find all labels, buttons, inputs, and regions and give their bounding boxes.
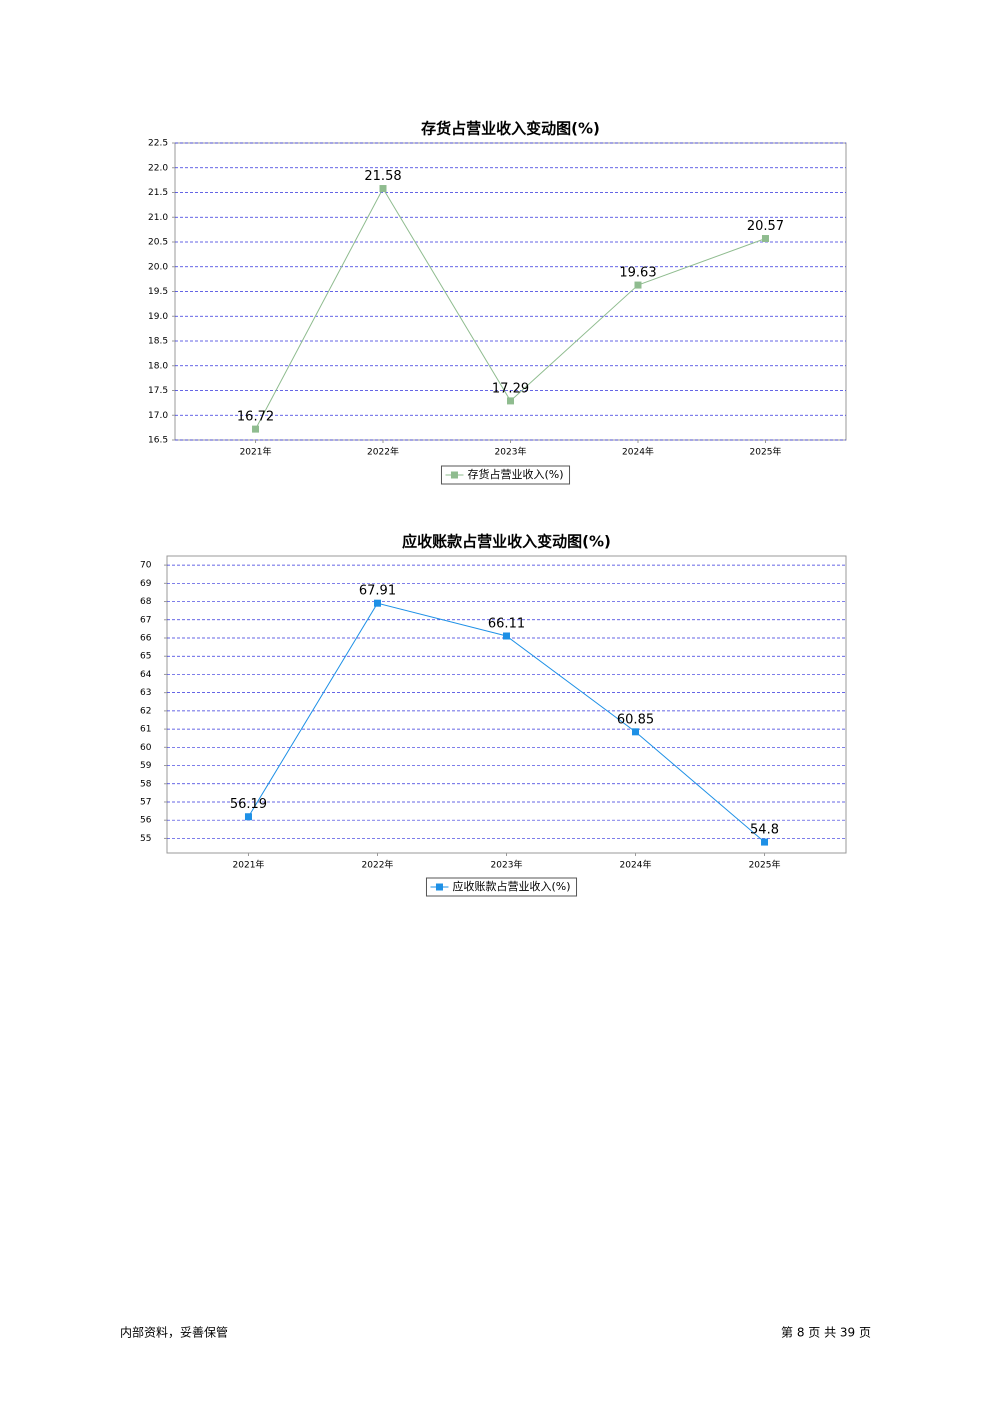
x-tick-label: 2021年: [240, 446, 272, 458]
y-tick-label: 69: [140, 579, 152, 589]
y-tick-label: 57: [140, 797, 151, 807]
y-tick-label: 21.0: [148, 213, 168, 223]
x-tick-label: 2021年: [233, 859, 265, 871]
chart-title: 应收账款占营业收入变动图(%): [402, 533, 611, 551]
y-tick-label: 62: [140, 706, 151, 716]
y-tick-label: 58: [140, 779, 152, 789]
legend-box: [440, 465, 571, 485]
marker: [503, 632, 510, 640]
y-tick-label: 20.5: [148, 238, 168, 248]
data-label: 67.91: [359, 584, 396, 599]
marker: [379, 185, 387, 193]
marker: [373, 599, 381, 607]
marker: [634, 281, 642, 289]
marker: [252, 425, 260, 433]
marker: [632, 728, 640, 736]
data-label: 20.57: [747, 219, 784, 234]
x-tick-label: 2024年: [620, 859, 652, 871]
x-tick-label: 2023年: [491, 859, 523, 871]
y-tick-label: 20.0: [148, 262, 168, 272]
data-label: 16.72: [237, 410, 274, 425]
marker: [507, 397, 514, 405]
legend-marker: [450, 471, 458, 479]
data-label: 54.8: [750, 823, 779, 838]
x-tick-label: 2022年: [367, 446, 399, 458]
marker: [761, 838, 769, 846]
x-tick-label: 2024年: [622, 446, 654, 458]
legend-marker: [435, 883, 443, 891]
footer-left: 内部资料，妥善保管: [120, 1325, 228, 1340]
y-tick-label: 22.5: [148, 139, 168, 149]
y-tick-label: 56: [140, 816, 152, 826]
marker: [761, 235, 769, 243]
footer-right: 第 8 页 共 39 页: [781, 1326, 871, 1340]
y-tick-label: 59: [140, 761, 152, 771]
data-label: 56.19: [230, 797, 267, 812]
plot-area: [166, 555, 847, 854]
data-label: 19.63: [619, 266, 656, 281]
y-tick-label: 18.0: [148, 361, 168, 371]
data-label: 21.58: [364, 169, 401, 184]
data-label: 17.29: [492, 381, 529, 396]
y-tick-label: 16.5: [148, 436, 168, 446]
legend-box: [425, 877, 578, 897]
y-tick-label: 55: [140, 834, 151, 844]
y-tick-label: 19.0: [148, 312, 168, 322]
data-label: 60.85: [617, 712, 654, 727]
y-tick-label: 60: [140, 743, 152, 753]
y-tick-label: 64: [140, 670, 152, 680]
y-tick-label: 22.0: [148, 163, 168, 173]
y-tick-label: 67: [140, 615, 151, 625]
y-tick-label: 21.5: [148, 188, 168, 198]
y-tick-label: 18.5: [148, 337, 168, 347]
data-label: 66.11: [488, 616, 525, 631]
legend-label: 应收账款占营业收入(%): [452, 879, 570, 893]
y-tick-label: 70: [140, 561, 152, 571]
x-tick-label: 2025年: [749, 859, 781, 871]
legend-label: 存货占营业收入(%): [467, 467, 563, 481]
y-tick-label: 17.0: [148, 411, 168, 421]
y-tick-label: 19.5: [148, 287, 168, 297]
marker: [244, 813, 252, 821]
x-tick-label: 2025年: [750, 446, 782, 458]
y-tick-label: 66: [140, 633, 152, 643]
x-tick-label: 2023年: [495, 446, 527, 458]
y-tick-label: 68: [140, 597, 152, 607]
y-tick-label: 65: [140, 652, 151, 662]
x-tick-label: 2022年: [362, 859, 394, 871]
y-tick-label: 63: [140, 688, 151, 698]
y-tick-label: 61: [140, 725, 151, 735]
y-tick-label: 17.5: [148, 386, 168, 396]
chart-title: 存货占营业收入变动图(%): [421, 120, 600, 138]
